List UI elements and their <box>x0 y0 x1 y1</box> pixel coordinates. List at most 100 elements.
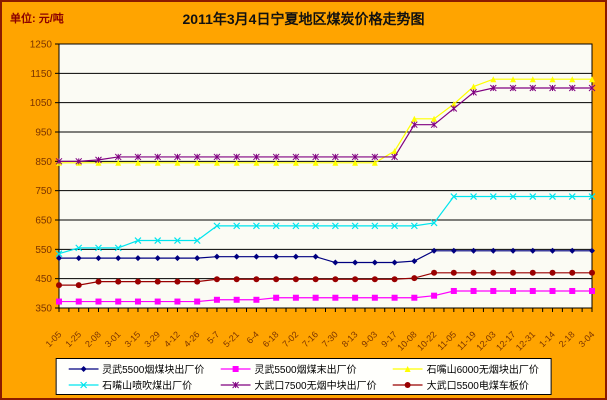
marker-star <box>549 84 556 92</box>
y-tick-label: 650 <box>35 216 52 227</box>
series-0 <box>56 247 595 266</box>
marker-square <box>352 294 359 301</box>
marker-x <box>489 193 497 200</box>
x-tick-label: 1-25 <box>63 329 83 349</box>
marker-triangle <box>352 159 359 166</box>
marker-star <box>253 153 260 161</box>
marker-star <box>232 381 239 388</box>
legend-marker-diamond-icon <box>68 365 99 372</box>
series-line <box>59 272 592 286</box>
marker-x <box>213 222 221 230</box>
marker-circle <box>470 269 477 276</box>
marker-triangle <box>404 365 411 372</box>
marker-square <box>510 287 517 294</box>
marker-star <box>588 84 596 92</box>
marker-square <box>371 294 378 301</box>
marker-circle <box>312 276 319 283</box>
marker-x <box>351 222 359 230</box>
marker-square <box>312 294 319 301</box>
marker-square <box>233 296 240 303</box>
marker-square <box>194 298 201 305</box>
marker-square <box>75 298 82 305</box>
marker-square <box>154 298 161 305</box>
x-tick-label: 10-22 <box>415 329 438 352</box>
marker-circle <box>589 269 595 276</box>
marker-circle <box>529 269 536 276</box>
marker-diamond <box>213 253 220 260</box>
series-3 <box>55 193 596 258</box>
x-tick-label: 6-4 <box>245 329 261 345</box>
series-4 <box>55 84 596 165</box>
marker-circle <box>134 278 141 285</box>
x-tick-label: 10-08 <box>395 329 418 352</box>
marker-x <box>470 193 477 200</box>
marker-triangle <box>332 159 339 166</box>
marker-diamond <box>75 255 82 262</box>
x-tick-label: 12-17 <box>494 329 517 352</box>
marker-star <box>509 84 517 92</box>
x-tick-label: 12-03 <box>474 329 497 352</box>
marker-circle <box>352 276 359 283</box>
marker-star <box>114 153 122 161</box>
marker-triangle <box>273 159 280 166</box>
marker-triangle <box>371 159 378 166</box>
marker-circle <box>115 278 122 285</box>
legend-label: 灵武5500烟煤块出厂价 <box>102 365 205 376</box>
marker-triangle <box>154 159 161 166</box>
legend-label: 灵武5500烟煤末出厂价 <box>254 365 357 376</box>
marker-star <box>272 153 280 161</box>
marker-triangle <box>213 159 220 166</box>
marker-triangle <box>253 159 260 166</box>
marker-x <box>114 244 122 252</box>
marker-square <box>549 287 556 294</box>
y-tick-label: 1250 <box>30 40 53 51</box>
marker-star <box>450 105 458 112</box>
x-tick-label: 4-26 <box>182 329 202 349</box>
marker-square <box>391 294 398 301</box>
marker-square <box>273 294 280 301</box>
marker-x <box>371 222 379 230</box>
y-tick-label: 550 <box>35 245 52 256</box>
x-tick-label: 5-7 <box>205 329 221 345</box>
x-tick-label: 3-29 <box>142 329 162 349</box>
marker-star <box>174 153 181 161</box>
marker-star <box>529 84 537 92</box>
marker-diamond <box>253 253 260 260</box>
legend-item-3: 石嘴山喷吹煤出厂价 <box>68 377 204 392</box>
marker-x <box>549 193 556 200</box>
series-2 <box>56 76 595 166</box>
marker-diamond <box>529 247 536 254</box>
x-tick-label: 3-15 <box>123 329 143 349</box>
marker-circle <box>75 282 82 289</box>
marker-star <box>568 84 576 92</box>
marker-circle <box>411 275 418 282</box>
series-5 <box>56 269 595 289</box>
marker-x <box>410 222 418 230</box>
marker-circle <box>292 276 299 283</box>
marker-triangle <box>470 83 477 90</box>
marker-triangle <box>115 159 122 166</box>
marker-star <box>95 156 102 164</box>
marker-diamond <box>154 255 161 262</box>
marker-x <box>450 193 458 200</box>
marker-diamond <box>312 253 319 260</box>
legend-marker-circle-icon <box>392 381 423 388</box>
marker-star <box>430 121 438 129</box>
marker-square <box>292 294 299 301</box>
legend: 灵武5500烟煤块出厂价 灵武5500烟煤末出厂价 石嘴山6000无烟块出厂价 石嘴山… <box>55 358 552 395</box>
marker-circle <box>194 278 201 285</box>
x-tick-label: 7-16 <box>300 329 320 349</box>
marker-x <box>193 237 201 244</box>
marker-square <box>411 294 418 301</box>
marker-star <box>332 153 339 161</box>
y-tick-label: 350 <box>35 304 52 315</box>
marker-diamond <box>174 255 181 262</box>
marker-triangle <box>431 115 438 122</box>
x-tick-label: 7-30 <box>320 329 340 349</box>
marker-x <box>588 193 596 200</box>
x-tick-label: 9-03 <box>359 329 379 349</box>
marker-x <box>509 193 517 200</box>
marker-x <box>312 222 320 230</box>
marker-star <box>154 153 162 161</box>
marker-triangle <box>411 115 418 122</box>
